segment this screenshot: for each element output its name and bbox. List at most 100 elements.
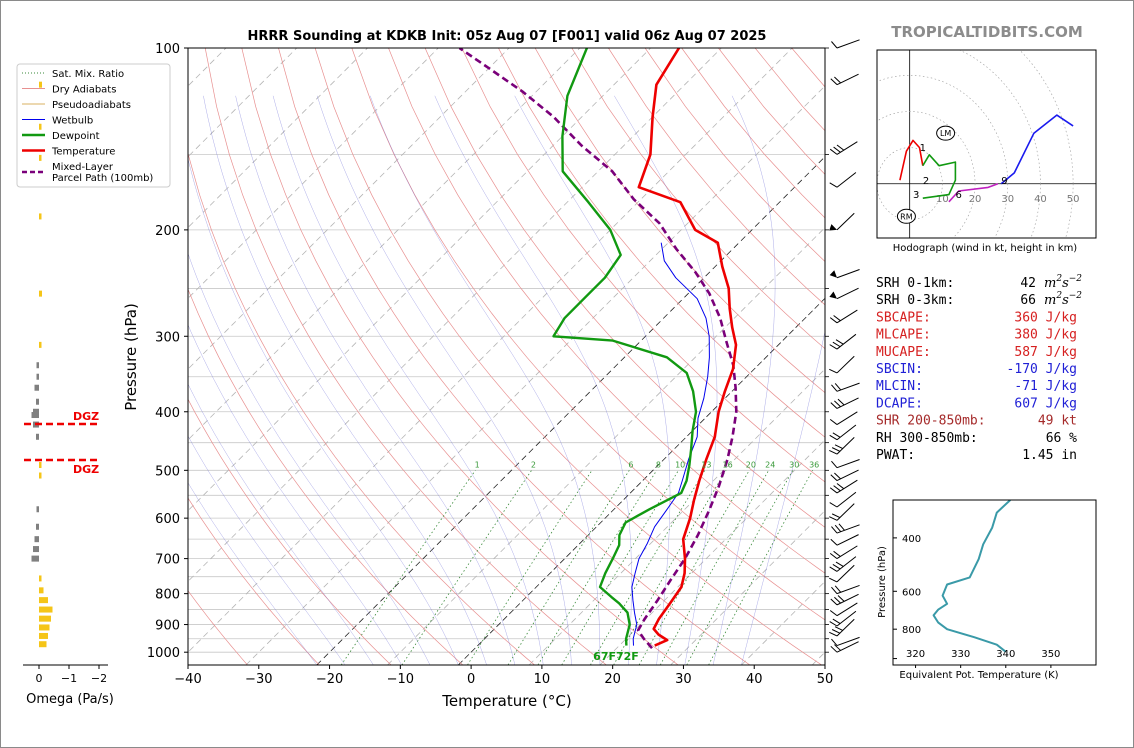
barb-feather (832, 618, 841, 624)
barb-feather (830, 402, 838, 409)
omega-bar-positive (39, 615, 51, 622)
theta-e-frame (892, 499, 1097, 666)
x-tick-label: 20 (604, 672, 621, 687)
dgz-markers: DGZ DGZ (24, 410, 99, 476)
barb-staff (836, 287, 859, 300)
legend-label-line: Pseudoadiabats (52, 100, 131, 111)
barb-feather (829, 553, 838, 560)
barb-feather (831, 638, 838, 646)
hodograph-caption: Hodograph (wind in kt, height in km) (893, 243, 1078, 254)
mixing-ratio-label: 20 (746, 461, 756, 470)
index-value: -170 J/kg (1007, 362, 1077, 377)
y-tick-label: 600 (155, 512, 180, 527)
legend-label: Temperature (51, 147, 115, 158)
index-label: SRH 0-1km: (876, 276, 954, 291)
dry-adiabat-line (278, 48, 751, 665)
mixing-ratio-line (507, 470, 630, 665)
barb-feather (829, 449, 838, 455)
barb-staff (836, 141, 858, 155)
wind-barb (831, 39, 860, 49)
theta-e-line (932, 500, 1011, 653)
wind-barb (829, 141, 858, 155)
legend-items: Sat. Mix. Ratio Dry Adiabats Pseudoadiabat… (22, 69, 153, 184)
barb-feather (830, 598, 838, 606)
wind-barb (829, 618, 855, 637)
moist-adiabat-line (316, 95, 572, 665)
surface-label: 67F72F (593, 650, 639, 663)
isotherm-line (316, 156, 825, 665)
barb-feather (831, 460, 838, 469)
moist-adiabat-line (188, 482, 317, 665)
barb-feather (836, 144, 845, 151)
barb-staff (836, 610, 857, 627)
barb-feather (830, 474, 838, 481)
barb-staff (836, 73, 859, 86)
barb-feather (829, 610, 838, 617)
barb-feather (830, 538, 838, 546)
dry-adiabat-line (828, 48, 1134, 665)
barb-feather (833, 485, 841, 492)
index-label: MLCAPE: (876, 328, 931, 343)
series-temperature (637, 48, 738, 647)
wind-barb (829, 411, 858, 425)
skewt-grid (188, 48, 1134, 665)
wind-barb (829, 610, 857, 627)
hodograph-ring (877, 111, 976, 238)
index-value: 587 J/kg (1014, 345, 1077, 360)
barb-feather (833, 315, 841, 322)
isotherm-line (458, 297, 825, 665)
y-tick-label: 1000 (147, 646, 180, 661)
sounding-indices: SRH 0-1km: 42 m2s−2 SRH 0-3km: 66 m2s−2 SBCAPE… (876, 274, 1082, 463)
x-tick-label: −10 (387, 672, 414, 687)
omega-bar-positive (39, 472, 42, 479)
omega-bar-negative (36, 506, 39, 513)
barb-staff (836, 39, 860, 49)
dry-adiabat-line (314, 48, 822, 665)
hodograph-segment (948, 183, 999, 203)
barb-feather (829, 418, 838, 425)
mixing-ratio-label: 16 (723, 461, 733, 470)
index-value: 42 (1020, 276, 1036, 291)
moist-adiabat-line (712, 95, 776, 665)
hodograph-ring (877, 75, 1009, 238)
mixing-ratio-label: 2 (531, 461, 536, 470)
omega-bar-positive (39, 290, 42, 297)
barb-feather (831, 41, 838, 49)
legend-label: Mixed-Layer Parcel Path (100mb) (52, 162, 153, 184)
left-mover-label: LM (940, 129, 951, 138)
theta-e-y-tick-label: 800 (902, 625, 921, 636)
barb-staff (836, 459, 860, 469)
index-value: 66 (1020, 293, 1036, 308)
barb-feather (829, 577, 838, 583)
barb-feather (829, 566, 838, 572)
isotherm-line (599, 439, 825, 665)
hodograph-ring (877, 147, 943, 221)
omega-bar-positive (39, 462, 42, 469)
mixing-ratio-label: 30 (789, 461, 799, 470)
wind-barb (829, 269, 860, 279)
barb-staff (836, 397, 859, 409)
barb-staff (836, 593, 859, 606)
barb-staff (836, 479, 858, 494)
theta-e-x-tick-label: 330 (951, 649, 970, 660)
x-tick-label: 10 (534, 672, 551, 687)
legend-label-line: Dewpoint (52, 131, 100, 142)
moist-adiabat-line (369, 95, 601, 665)
hodograph-segment (922, 154, 957, 199)
moist-adiabat-line (188, 157, 459, 665)
legend-label: Pseudoadiabats (52, 100, 131, 111)
wind-barb (830, 397, 859, 409)
omega-xlabel: Omega (Pa/s) (26, 692, 114, 707)
mixing-ratio-line (467, 470, 593, 665)
moist-adiabat-line (741, 330, 825, 665)
barb-feather (832, 432, 841, 438)
omega-bar-positive (39, 154, 42, 161)
barb-feather (829, 631, 838, 637)
skewt-axes-frame (187, 47, 826, 666)
omega-bar-positive (39, 341, 42, 348)
hodograph-panel: 10 20 30 40 50 1 23 6 9 LM RM Hodograph (wind in … (876, 49, 1097, 254)
barb-staff (836, 602, 858, 617)
omega-bar-positive (39, 624, 50, 631)
barb-feather (829, 434, 838, 441)
omega-bar-positive (39, 213, 42, 220)
